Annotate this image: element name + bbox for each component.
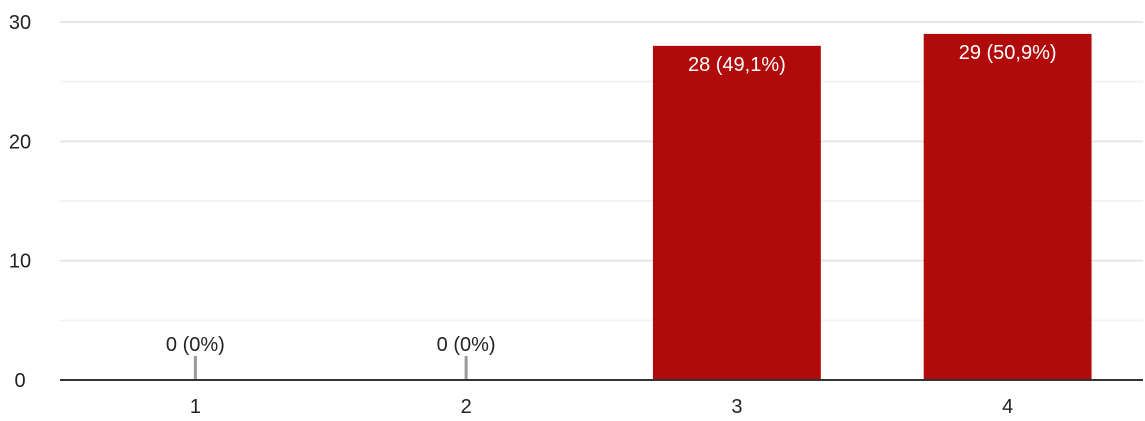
x-tick-label: 2 [461,396,472,418]
y-tick-label: 20 [9,131,31,153]
labels-layer: 0 10 20 30 0 (0%) 1 0 (0%) 2 28 (49,1%) 3 29 (50,9… [9,12,1057,418]
y-tick-label: 30 [9,12,31,34]
x-tick-label: 3 [731,396,742,418]
bar [652,45,821,380]
data-label: 0 (0%) [437,334,496,356]
data-label: 28 (49,1%) [688,54,786,76]
x-tick-label: 4 [1002,396,1013,418]
bar [923,33,1092,380]
data-label: 29 (50,9%) [959,42,1057,64]
y-tick-label: 10 [9,251,31,273]
y-tick-label: 0 [14,370,25,392]
x-tick-label: 1 [190,396,201,418]
data-label: 0 (0%) [166,334,225,356]
bars-layer [193,33,1092,380]
